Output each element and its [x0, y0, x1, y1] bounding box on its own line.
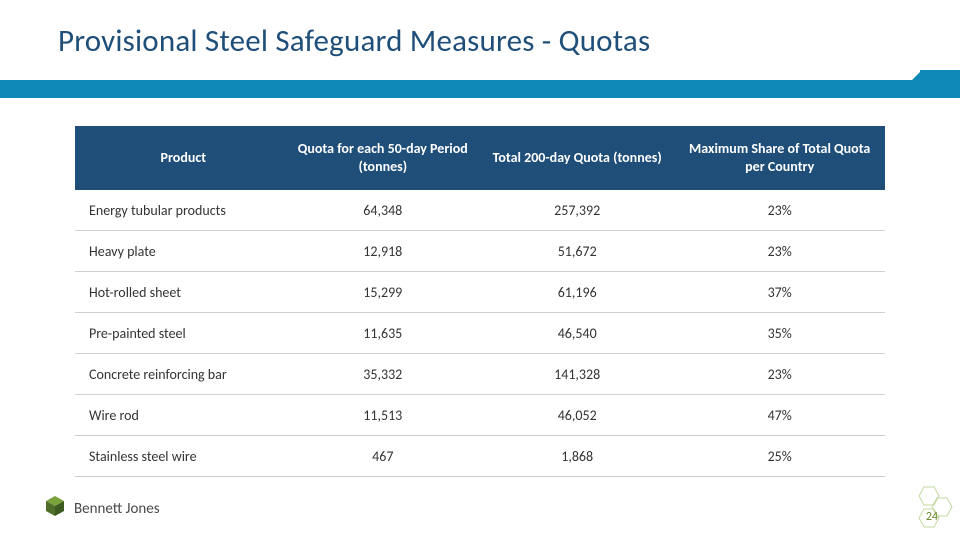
cell-q200: 257,392 — [480, 190, 674, 231]
cell-max: 35% — [674, 313, 885, 354]
cell-q50: 12,918 — [286, 231, 480, 272]
cell-q200: 46,540 — [480, 313, 674, 354]
col-header-q200: Total 200-day Quota (tonnes) — [480, 126, 674, 190]
cell-q200: 141,328 — [480, 354, 674, 395]
cell-product: Hot-rolled sheet — [75, 272, 286, 313]
cell-max: 37% — [674, 272, 885, 313]
cell-q50: 11,635 — [286, 313, 480, 354]
table-row: Hot-rolled sheet 15,299 61,196 37% — [75, 272, 885, 313]
table-header-row: Product Quota for each 50-day Period (to… — [75, 126, 885, 190]
cell-max: 23% — [674, 231, 885, 272]
table-row: Stainless steel wire 467 1,868 25% — [75, 436, 885, 477]
col-header-product: Product — [75, 126, 286, 190]
cell-product: Pre-painted steel — [75, 313, 286, 354]
table-row: Heavy plate 12,918 51,672 23% — [75, 231, 885, 272]
cell-q200: 51,672 — [480, 231, 674, 272]
table-row: Wire rod 11,513 46,052 47% — [75, 395, 885, 436]
cell-q50: 64,348 — [286, 190, 480, 231]
logo-text: Bennett Jones — [74, 500, 160, 518]
cell-product: Wire rod — [75, 395, 286, 436]
table-row: Energy tubular products 64,348 257,392 2… — [75, 190, 885, 231]
cell-q50: 11,513 — [286, 395, 480, 436]
table-row: Concrete reinforcing bar 35,332 141,328 … — [75, 354, 885, 395]
cell-product: Stainless steel wire — [75, 436, 286, 477]
cell-q50: 35,332 — [286, 354, 480, 395]
cell-q200: 1,868 — [480, 436, 674, 477]
footer-logo: Bennett Jones — [44, 495, 160, 522]
col-header-max: Maximum Share of Total Quota per Country — [674, 126, 885, 190]
cell-max: 23% — [674, 190, 885, 231]
cell-product: Energy tubular products — [75, 190, 286, 231]
table-row: Pre-painted steel 11,635 46,540 35% — [75, 313, 885, 354]
title-accent-bar — [0, 80, 960, 98]
cell-max: 47% — [674, 395, 885, 436]
cell-q200: 61,196 — [480, 272, 674, 313]
title-accent-notch — [894, 70, 922, 98]
logo-cube-icon — [44, 495, 66, 522]
cell-product: Heavy plate — [75, 231, 286, 272]
cell-max: 25% — [674, 436, 885, 477]
title-accent-notch-fill — [920, 70, 960, 98]
title-region: Provisional Steel Safeguard Measures - Q… — [0, 0, 960, 98]
cell-q200: 46,052 — [480, 395, 674, 436]
quota-table: Product Quota for each 50-day Period (to… — [75, 126, 885, 477]
page-title: Provisional Steel Safeguard Measures - Q… — [58, 22, 960, 60]
cell-max: 23% — [674, 354, 885, 395]
col-header-q50: Quota for each 50-day Period (tonnes) — [286, 126, 480, 190]
cell-q50: 467 — [286, 436, 480, 477]
quota-table-wrap: Product Quota for each 50-day Period (to… — [75, 126, 885, 477]
cell-product: Concrete reinforcing bar — [75, 354, 286, 395]
page-number: 24 — [926, 510, 938, 524]
cell-q50: 15,299 — [286, 272, 480, 313]
